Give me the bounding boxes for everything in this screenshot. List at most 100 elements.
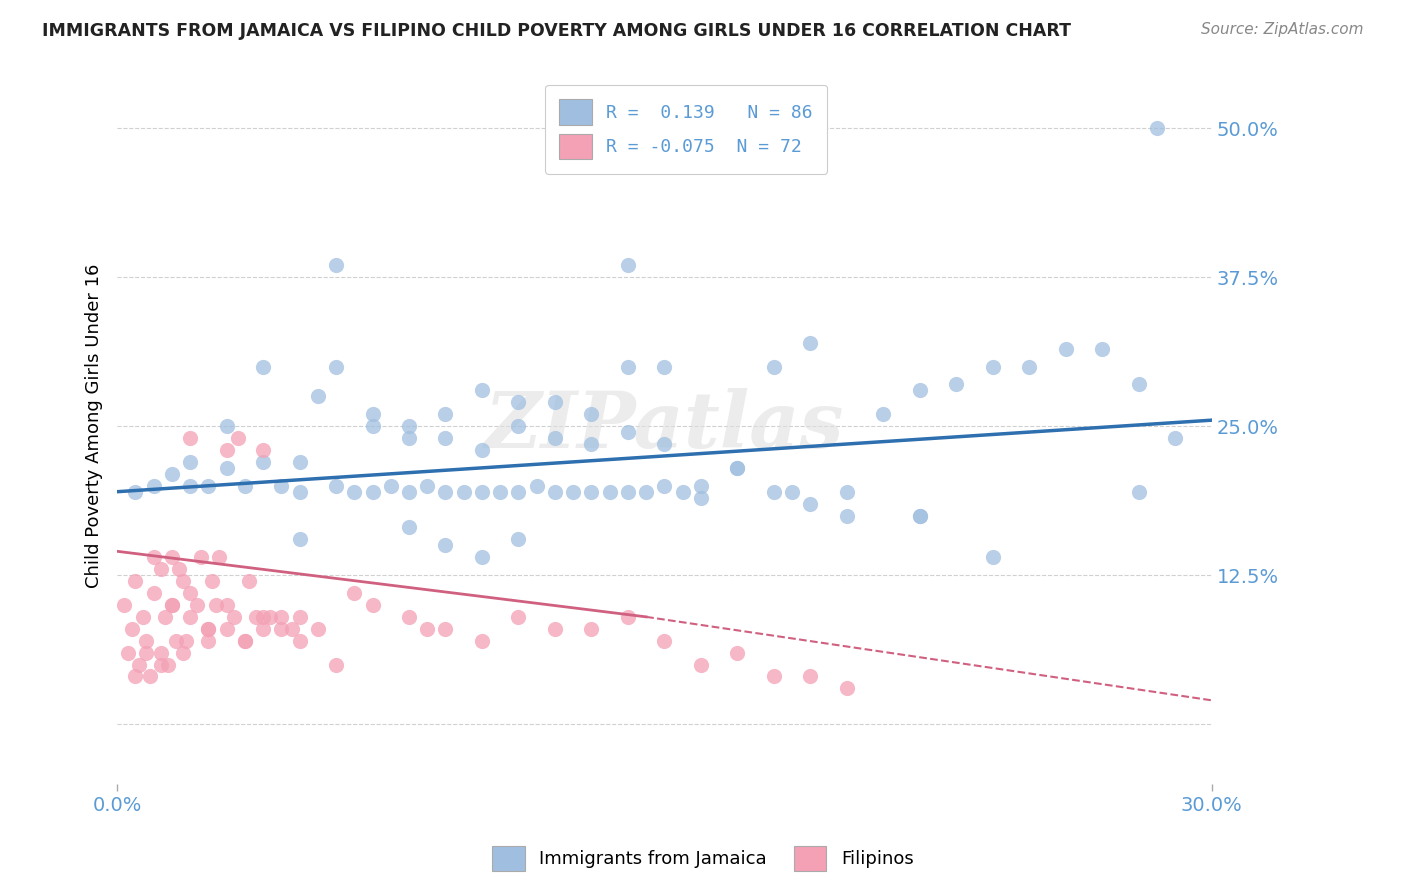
- Point: [139, 669, 162, 683]
- Point: [636, 484, 658, 499]
- Point: [215, 622, 238, 636]
- Point: [252, 622, 274, 636]
- Point: [114, 598, 136, 612]
- Point: [434, 484, 457, 499]
- Point: [186, 598, 208, 612]
- Point: [361, 407, 384, 421]
- Point: [599, 484, 621, 499]
- Point: [201, 574, 224, 588]
- Point: [361, 484, 384, 499]
- Point: [252, 455, 274, 469]
- Point: [434, 538, 457, 552]
- Point: [172, 574, 194, 588]
- Point: [1146, 121, 1168, 136]
- Point: [434, 622, 457, 636]
- Point: [981, 550, 1004, 565]
- Point: [835, 508, 858, 523]
- Point: [835, 484, 858, 499]
- Point: [689, 657, 711, 672]
- Point: [128, 657, 150, 672]
- Point: [361, 419, 384, 434]
- Point: [149, 562, 172, 576]
- Point: [1091, 342, 1114, 356]
- Point: [581, 484, 603, 499]
- Point: [197, 622, 219, 636]
- Point: [489, 484, 512, 499]
- Point: [581, 437, 603, 451]
- Point: [617, 610, 640, 624]
- Point: [544, 431, 567, 445]
- Point: [124, 484, 146, 499]
- Point: [398, 520, 420, 534]
- Point: [121, 622, 143, 636]
- Point: [671, 484, 693, 499]
- Point: [654, 633, 676, 648]
- Point: [288, 610, 311, 624]
- Point: [288, 633, 311, 648]
- Point: [416, 622, 439, 636]
- Point: [124, 669, 146, 683]
- Point: [398, 484, 420, 499]
- Point: [142, 586, 165, 600]
- Point: [908, 384, 931, 398]
- Point: [434, 407, 457, 421]
- Point: [179, 586, 201, 600]
- Point: [149, 657, 172, 672]
- Point: [157, 657, 180, 672]
- Point: [508, 533, 530, 547]
- Point: [799, 335, 821, 350]
- Point: [380, 479, 402, 493]
- Point: [197, 479, 219, 493]
- Point: [908, 508, 931, 523]
- Point: [226, 431, 249, 445]
- Point: [471, 484, 494, 499]
- Point: [544, 622, 567, 636]
- Point: [307, 389, 329, 403]
- Point: [259, 610, 281, 624]
- Point: [398, 419, 420, 434]
- Point: [197, 633, 219, 648]
- Point: [208, 550, 231, 565]
- Point: [434, 431, 457, 445]
- Point: [799, 669, 821, 683]
- Point: [617, 258, 640, 272]
- Point: [508, 484, 530, 499]
- Point: [1164, 431, 1187, 445]
- Point: [179, 479, 201, 493]
- Point: [288, 455, 311, 469]
- Point: [245, 610, 267, 624]
- Point: [179, 431, 201, 445]
- Point: [117, 646, 139, 660]
- Point: [361, 598, 384, 612]
- Point: [398, 431, 420, 445]
- Point: [160, 550, 183, 565]
- Point: [581, 622, 603, 636]
- Point: [325, 479, 347, 493]
- Point: [233, 479, 256, 493]
- Point: [725, 461, 748, 475]
- Point: [689, 491, 711, 505]
- Point: [471, 442, 494, 457]
- Point: [654, 437, 676, 451]
- Point: [252, 359, 274, 374]
- Point: [471, 384, 494, 398]
- Text: Source: ZipAtlas.com: Source: ZipAtlas.com: [1201, 22, 1364, 37]
- Point: [908, 508, 931, 523]
- Point: [179, 455, 201, 469]
- Point: [835, 681, 858, 696]
- Point: [215, 442, 238, 457]
- Point: [654, 359, 676, 374]
- Point: [135, 633, 157, 648]
- Point: [780, 484, 803, 499]
- Point: [508, 610, 530, 624]
- Point: [160, 598, 183, 612]
- Point: [124, 574, 146, 588]
- Legend: R =  0.139   N = 86, R = -0.075  N = 72: R = 0.139 N = 86, R = -0.075 N = 72: [546, 85, 828, 174]
- Point: [132, 610, 155, 624]
- Point: [160, 467, 183, 481]
- Point: [1128, 377, 1150, 392]
- Point: [617, 484, 640, 499]
- Text: ZIPatlas: ZIPatlas: [485, 388, 844, 465]
- Point: [762, 484, 785, 499]
- Y-axis label: Child Poverty Among Girls Under 16: Child Poverty Among Girls Under 16: [86, 264, 103, 589]
